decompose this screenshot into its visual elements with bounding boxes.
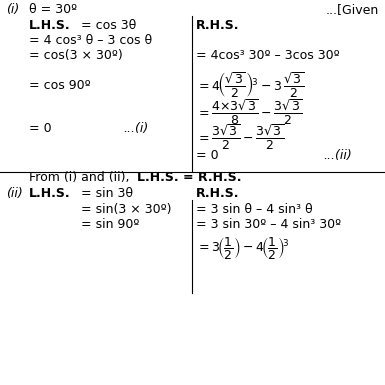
Text: = 0: = 0 (196, 149, 219, 162)
Text: = cos(3 × 30º): = cos(3 × 30º) (29, 49, 123, 62)
Text: $= \dfrac{3\sqrt{3}}{2} - \dfrac{3\sqrt{3}}{2}$: $= \dfrac{3\sqrt{3}}{2} - \dfrac{3\sqrt{… (196, 122, 285, 152)
Text: (ii): (ii) (6, 187, 23, 200)
Text: = 3 sin 30º – 4 sin³ 30º: = 3 sin 30º – 4 sin³ 30º (196, 218, 341, 231)
Text: = cos 90º: = cos 90º (29, 79, 90, 92)
Text: = cos 3θ: = cos 3θ (81, 18, 136, 32)
Text: = sin(3 × 30º): = sin(3 × 30º) (81, 203, 171, 216)
Text: ...[Given: ...[Given (326, 3, 379, 16)
Text: From (i) and (ii),: From (i) and (ii), (29, 171, 129, 184)
Text: $= 4\!\left(\dfrac{\sqrt{3}}{2}\right)^{\!3} - 3\,\dfrac{\sqrt{3}}{2}$: $= 4\!\left(\dfrac{\sqrt{3}}{2}\right)^{… (196, 70, 305, 100)
Text: (i): (i) (6, 3, 19, 16)
Text: L.H.S.: L.H.S. (29, 187, 70, 200)
Text: = 3 sin θ – 4 sin³ θ: = 3 sin θ – 4 sin³ θ (196, 203, 313, 216)
Text: $= 3\!\left(\dfrac{1}{2}\right) - 4\!\left(\dfrac{1}{2}\right)^{\!3}$: $= 3\!\left(\dfrac{1}{2}\right) - 4\!\le… (196, 235, 290, 261)
Text: = 4cos³ 30º – 3cos 30º: = 4cos³ 30º – 3cos 30º (196, 49, 340, 62)
Text: R.H.S.: R.H.S. (196, 187, 240, 200)
Text: θ = 30º: θ = 30º (29, 3, 77, 16)
Text: = sin 90º: = sin 90º (81, 218, 139, 231)
Text: = 0: = 0 (29, 122, 52, 135)
Text: R.H.S.: R.H.S. (196, 18, 240, 32)
Text: = sin 3θ: = sin 3θ (81, 187, 133, 200)
Text: $= \dfrac{4 {\times} 3\sqrt{3}}{8} - \dfrac{3\sqrt{3}}{2}$: $= \dfrac{4 {\times} 3\sqrt{3}}{8} - \df… (196, 97, 303, 127)
Text: L.H.S. = R.H.S.: L.H.S. = R.H.S. (137, 171, 241, 184)
Text: ...(ii): ...(ii) (323, 149, 352, 162)
Text: ...(i): ...(i) (123, 122, 149, 135)
Text: L.H.S.: L.H.S. (29, 18, 70, 32)
Text: = 4 cos³ θ – 3 cos θ: = 4 cos³ θ – 3 cos θ (29, 34, 152, 47)
